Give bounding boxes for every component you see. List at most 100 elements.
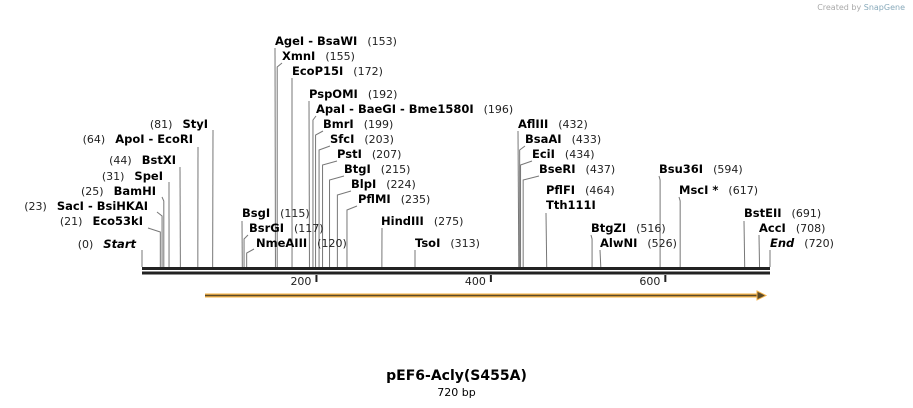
cut-site-leader bbox=[315, 130, 324, 267]
enzyme-label[interactable]: XmnI (155) bbox=[282, 49, 355, 64]
enzyme-label[interactable]: (0) Start bbox=[78, 237, 136, 252]
cut-position: (155) bbox=[325, 50, 355, 63]
enzyme-name: AccI bbox=[759, 221, 786, 235]
cut-position: (433) bbox=[571, 133, 602, 146]
enzyme-label[interactable]: (23) SacI - BsiHKAI bbox=[24, 199, 148, 214]
cut-position: (25) bbox=[80, 185, 104, 198]
tick-label: 400 bbox=[464, 275, 486, 288]
enzyme-label[interactable]: (21) Eco53kI bbox=[60, 214, 143, 229]
cut-site-leader bbox=[156, 211, 163, 267]
enzyme-name: TsoI bbox=[415, 236, 441, 250]
enzyme-label[interactable]: (25) BamHI bbox=[81, 184, 156, 199]
enzyme-name: PstI bbox=[337, 147, 362, 161]
snapgene-credit: Created by SnapGene bbox=[817, 3, 905, 12]
enzyme-label[interactable]: NmeAIII (120) bbox=[256, 236, 347, 251]
cut-position: (215) bbox=[380, 163, 411, 176]
cut-position: (526) bbox=[647, 237, 677, 250]
cut-position: (617) bbox=[728, 184, 758, 197]
enzyme-label[interactable]: BstEII (691) bbox=[744, 206, 821, 221]
cut-position: (516) bbox=[636, 222, 666, 235]
cut-position: (81) bbox=[149, 118, 173, 131]
enzyme-name: BstEII bbox=[744, 206, 782, 220]
enzyme-label[interactable]: BlpI (224) bbox=[351, 177, 416, 192]
enzyme-name: PspOMI bbox=[309, 87, 358, 101]
enzyme-label[interactable]: (31) SpeI bbox=[102, 169, 163, 184]
feature-arrow-head bbox=[756, 290, 768, 301]
enzyme-name: HindIII bbox=[381, 214, 424, 228]
backbone-bottom-strand bbox=[142, 271, 770, 275]
cut-site-leader bbox=[678, 196, 681, 267]
enzyme-name: BlpI bbox=[351, 177, 377, 191]
cut-site-leader bbox=[743, 220, 746, 268]
enzyme-name: XmnI bbox=[282, 49, 316, 63]
cut-site-leader bbox=[517, 130, 520, 268]
cut-position: (117) bbox=[294, 222, 324, 235]
enzyme-label[interactable]: PflFI (464) bbox=[546, 183, 615, 198]
enzyme-label[interactable]: BmrI (199) bbox=[323, 117, 393, 132]
cut-site-leader bbox=[519, 145, 526, 267]
enzyme-label[interactable]: BsrGI (117) bbox=[249, 221, 324, 236]
cut-position: (720) bbox=[804, 237, 834, 250]
cut-site-leader bbox=[545, 212, 548, 268]
enzyme-label[interactable]: TsoI (313) bbox=[415, 236, 480, 251]
cut-position: (21) bbox=[59, 215, 83, 228]
cut-site-leader bbox=[276, 62, 283, 267]
enzyme-label[interactable]: BsaAI (433) bbox=[525, 132, 601, 147]
enzyme-label[interactable]: ApaI - BaeGI - Bme1580I (196) bbox=[316, 102, 513, 117]
enzyme-label[interactable]: EcoP15I (172) bbox=[292, 64, 383, 79]
cut-position: (432) bbox=[558, 118, 588, 131]
enzyme-label[interactable]: BseRI (437) bbox=[539, 162, 615, 177]
cut-position: (594) bbox=[713, 163, 743, 176]
enzyme-label[interactable]: HindIII (275) bbox=[381, 214, 463, 229]
enzyme-label[interactable]: (81) StyI bbox=[150, 117, 208, 132]
enzyme-label[interactable]: Tth111I bbox=[546, 198, 596, 213]
cut-position: (120) bbox=[317, 237, 347, 250]
cut-position: (199) bbox=[363, 118, 394, 131]
enzyme-label[interactable]: Bsu36I (594) bbox=[659, 162, 743, 177]
cut-site-leader bbox=[520, 160, 533, 267]
enzyme-label[interactable]: EciI (434) bbox=[532, 147, 595, 162]
enzyme-label[interactable]: BtgI (215) bbox=[344, 162, 410, 177]
cut-position: (207) bbox=[371, 148, 402, 161]
enzyme-label[interactable]: MscI * (617) bbox=[679, 183, 758, 198]
enzyme-name: End bbox=[770, 236, 795, 250]
enzyme-label[interactable]: AgeI - BsaWI (153) bbox=[275, 34, 397, 49]
enzyme-name: Bsu36I bbox=[659, 162, 704, 176]
enzyme-label[interactable]: BsgI (115) bbox=[242, 206, 310, 221]
cut-position: (44) bbox=[109, 154, 132, 167]
enzyme-label[interactable]: (44) BstXI bbox=[109, 153, 176, 168]
cut-site-leader bbox=[243, 234, 249, 267]
enzyme-name: NmeAIII bbox=[256, 236, 308, 250]
cut-site-leader bbox=[336, 190, 352, 267]
enzyme-name: BsaAI bbox=[525, 132, 562, 146]
cut-position: (313) bbox=[450, 237, 480, 250]
tick-mark bbox=[489, 275, 492, 282]
cut-site-leader bbox=[658, 175, 661, 267]
enzyme-name: PflMI bbox=[358, 192, 391, 206]
enzyme-label[interactable]: BtgZI (516) bbox=[591, 221, 666, 236]
enzyme-label[interactable]: AlwNI (526) bbox=[600, 236, 677, 251]
enzyme-label[interactable]: PstI (207) bbox=[337, 147, 401, 162]
cut-position: (196) bbox=[483, 103, 514, 116]
enzyme-label[interactable]: End (720) bbox=[770, 236, 834, 251]
enzyme-label[interactable]: AflIII (432) bbox=[518, 117, 588, 132]
enzyme-name: ApaI - BaeGI - Bme1580I bbox=[316, 102, 474, 116]
enzyme-name: BsrGI bbox=[249, 221, 284, 235]
cut-position: (235) bbox=[400, 193, 431, 206]
enzyme-label[interactable]: AccI (708) bbox=[759, 221, 825, 236]
enzyme-label[interactable]: (64) ApoI - EcoRI bbox=[83, 132, 193, 147]
map-length: 720 bp bbox=[437, 386, 476, 399]
enzyme-name: Start bbox=[103, 237, 136, 251]
enzyme-name: StyI bbox=[182, 117, 208, 131]
tick-label: 600 bbox=[639, 275, 661, 288]
enzyme-label[interactable]: PspOMI (192) bbox=[309, 87, 397, 102]
enzyme-label[interactable]: PflMI (235) bbox=[358, 192, 430, 207]
enzyme-label[interactable]: SfcI (203) bbox=[330, 132, 394, 147]
enzyme-name: BsgI bbox=[242, 206, 271, 220]
cut-site-leader bbox=[322, 160, 338, 267]
enzyme-name: AlwNI bbox=[600, 236, 638, 250]
enzyme-name: SacI - BsiHKAI bbox=[56, 199, 148, 213]
snapgene-logo: SnapGene bbox=[863, 3, 905, 12]
cut-position: (708) bbox=[795, 222, 826, 235]
